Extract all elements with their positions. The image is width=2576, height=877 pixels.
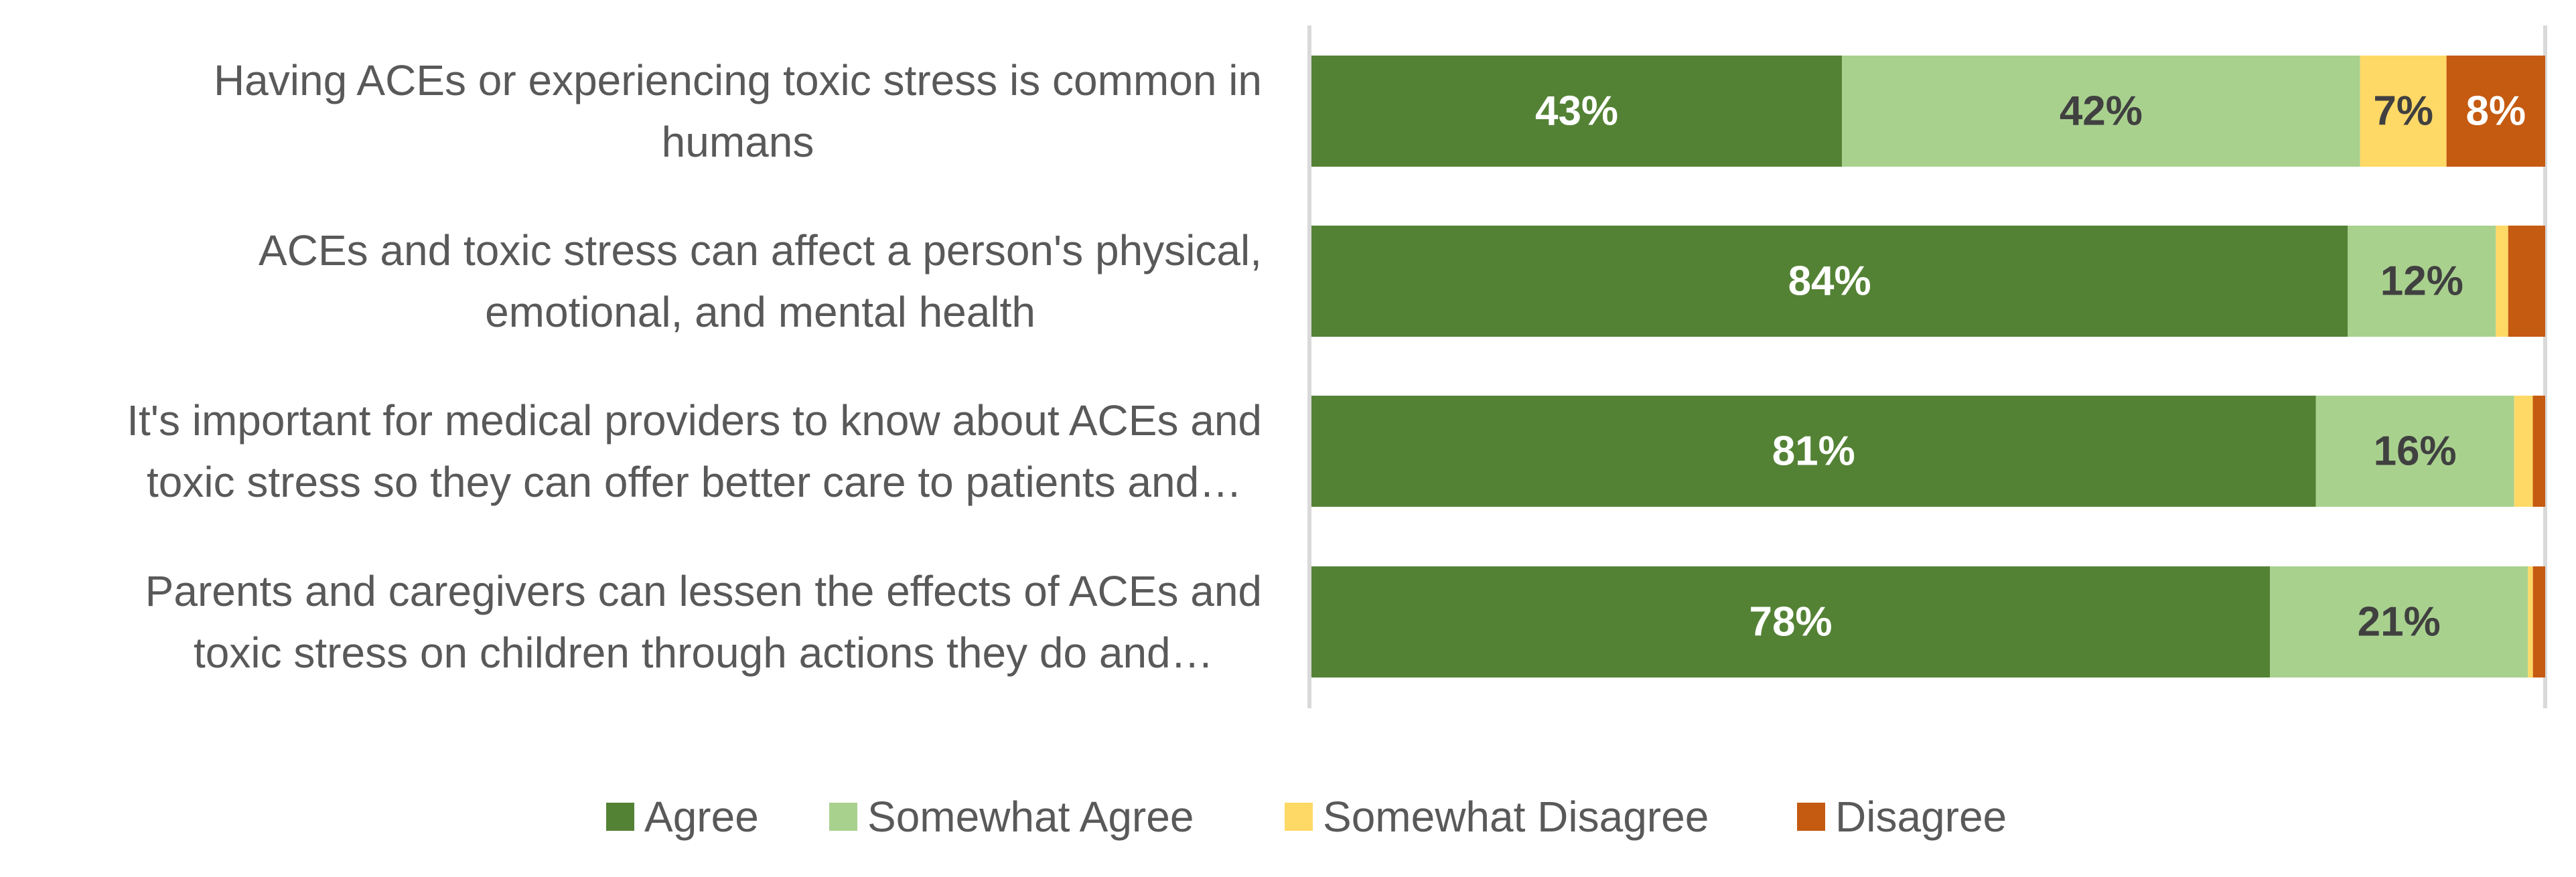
category-label: ACEs and toxic stress can affect a perso… — [259, 226, 1262, 336]
category-label: It's important for medical providers to … — [127, 396, 1262, 506]
legend-swatch — [1285, 803, 1313, 831]
legend-label: Somewhat Agree — [867, 793, 1194, 841]
legend-label: Agree — [644, 793, 759, 841]
category-label-line: toxic stress so they can offer better ca… — [147, 458, 1242, 506]
legend-label: Disagree — [1835, 793, 2007, 841]
legend: Agree Somewhat Agree Somewhat Disagree Disa… — [606, 793, 2007, 841]
bar-value-label: 16% — [2374, 428, 2457, 475]
legend-item: Agree — [606, 793, 759, 841]
bar-somewhat-agree — [2315, 396, 2514, 507]
legend-swatch — [1797, 803, 1825, 831]
bar-agree — [1311, 566, 2271, 677]
bar-somewhat-disagree — [2514, 396, 2533, 507]
bar-somewhat-disagree — [2496, 226, 2508, 337]
legend-label: Somewhat Disagree — [1323, 793, 1709, 841]
bar-value-label: 8% — [2466, 88, 2526, 135]
category-label-line: emotional, and mental health — [485, 288, 1035, 336]
bar-value-label: 42% — [2060, 88, 2143, 135]
bar-value-label: 78% — [1749, 599, 1832, 645]
category-label-line: Parents and caregivers can lessen the ef… — [145, 567, 1262, 615]
legend-swatch — [829, 803, 857, 831]
bar-somewhat-agree — [2348, 226, 2496, 337]
bar-somewhat-disagree — [2528, 566, 2533, 677]
bar-agree — [1311, 226, 2348, 337]
category-label-line: It's important for medical providers to … — [127, 396, 1262, 445]
category-label: Parents and caregivers can lessen the ef… — [145, 567, 1262, 677]
bar-somewhat-agree — [2270, 566, 2528, 677]
legend-swatch — [606, 803, 634, 831]
bar-value-label: 21% — [2358, 599, 2441, 645]
bars: 43% 42% 7% 8% 84% 12% 81% 16% 78% 21% — [1311, 56, 2545, 677]
bar-disagree — [2508, 226, 2545, 337]
category-label: Having ACEs or experiencing toxic stress… — [214, 56, 1262, 166]
bar-disagree — [2532, 566, 2545, 677]
bar-disagree — [2446, 56, 2545, 167]
bar-somewhat-agree — [1842, 56, 2360, 167]
bar-value-label: 81% — [1772, 428, 1855, 475]
bar-agree — [1311, 56, 1843, 167]
bar-value-label: 12% — [2380, 258, 2463, 305]
bar-value-label: 43% — [1535, 88, 1618, 135]
bar-somewhat-disagree — [2360, 56, 2447, 167]
legend-item: Somewhat Disagree — [1285, 793, 1709, 841]
category-label-line: Having ACEs or experiencing toxic stress… — [214, 56, 1262, 104]
bar-value-label: 84% — [1788, 258, 1871, 305]
category-label-line: toxic stress on children through actions… — [194, 629, 1214, 677]
category-label-line: ACEs and toxic stress can affect a perso… — [259, 226, 1262, 274]
legend-item: Somewhat Agree — [829, 793, 1194, 841]
category-labels: Having ACEs or experiencing toxic stress… — [127, 56, 1262, 677]
legend-item: Disagree — [1797, 793, 2007, 841]
bar-disagree — [2532, 396, 2545, 507]
bar-agree — [1311, 396, 2316, 507]
bar-value-label: 7% — [2373, 88, 2433, 135]
category-label-line: humans — [662, 118, 814, 166]
